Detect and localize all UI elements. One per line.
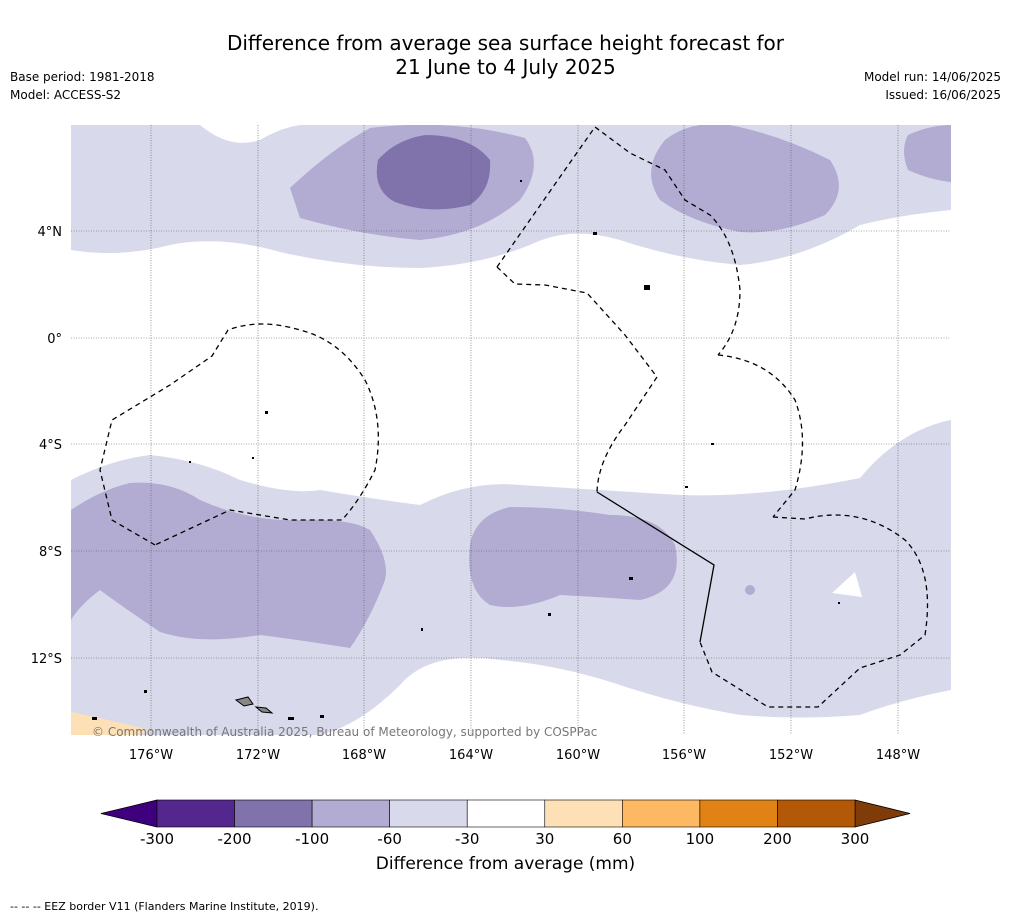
anomaly-region-north-medium-2 [651, 125, 839, 233]
colorbar-segment [466, 799, 546, 828]
colorbar-segment [156, 799, 235, 828]
lon-label-168w: 168°W [342, 748, 386, 763]
island-dot [320, 715, 324, 718]
island-dot [685, 486, 688, 488]
anomaly-region-north-dark [376, 135, 491, 210]
colorbar-tick-label: -200 [218, 830, 252, 848]
island-samoa-upolu [234, 696, 254, 707]
lat-label-0: 0° [47, 332, 62, 347]
footer-note: -- -- -- EEZ border V11 (Flanders Marine… [10, 900, 319, 913]
island-dot [288, 717, 294, 720]
eez-borders [99, 126, 929, 708]
positive-anomaly-patch [71, 712, 150, 735]
lat-label-4n: 4°N [38, 225, 63, 240]
colorbar-tick-label: 100 [686, 830, 715, 848]
island-dot [265, 411, 268, 414]
anomaly-region-north-medium-3 [904, 125, 951, 182]
meta-left: Base period: 1981-2018 Model: ACCESS-S2 [10, 68, 155, 104]
island-dot [92, 717, 97, 720]
island-dot [189, 461, 191, 463]
colorbar-tick-label: -300 [140, 830, 174, 848]
lon-label-148w: 148°W [876, 748, 920, 763]
colorbar: -300 -200 -100 -60 -30 30 60 100 200 300 [100, 799, 911, 848]
colorbar-segment [544, 799, 623, 828]
island-dot [520, 180, 522, 182]
colorbar-segment [622, 799, 701, 828]
lon-label-164w: 164°W [449, 748, 493, 763]
model-run: Model run: 14/06/2025 [863, 70, 1001, 84]
map-panel [71, 125, 951, 735]
lon-label-160w: 160°W [556, 748, 600, 763]
island-dot [144, 690, 147, 693]
eez-border-solid-segment [596, 491, 715, 643]
eez-border-kiribati-phoenix [496, 126, 741, 356]
colorbar-tick-label: -100 [295, 830, 329, 848]
colorbar-under-arrow [100, 799, 158, 828]
colorbar-segment [234, 799, 313, 828]
anomaly-region-south-medium-1 [71, 482, 386, 648]
base-period: Base period: 1981-2018 [10, 70, 155, 84]
island-dot [252, 457, 254, 459]
islands [92, 180, 840, 720]
title-line-2: 21 June to 4 July 2025 [395, 55, 616, 79]
island-dot [593, 232, 597, 235]
lon-label-172w: 172°W [236, 748, 280, 763]
lon-label-156w: 156°W [662, 748, 706, 763]
eez-border-kiribati-line-west [496, 266, 658, 493]
lat-label-4s: 4°S [39, 438, 62, 453]
colorbar-segment [311, 799, 390, 828]
colorbar-segment [389, 799, 468, 828]
meta-right: Model run: 14/06/2025 Issued: 16/06/2025 [864, 68, 1001, 104]
issued-date: Issued: 16/06/2025 [885, 88, 1001, 102]
island-dot [421, 628, 423, 631]
eez-border-french-polynesia-north [717, 354, 804, 518]
title-line-1: Difference from average sea surface heig… [226, 31, 785, 55]
island-samoa-savaii [254, 706, 274, 714]
colorbar-tick-label: 30 [535, 830, 554, 848]
copyright-text: © Commonwealth of Australia 2025, Bureau… [92, 725, 597, 739]
lon-label-152w: 152°W [769, 748, 813, 763]
colorbar-segment [699, 799, 778, 828]
island-dot [838, 602, 840, 604]
eez-border-tokelau [99, 323, 379, 546]
island-dot [629, 577, 633, 580]
colorbar-tick-label: -60 [377, 830, 402, 848]
lon-label-176w: 176°W [129, 748, 173, 763]
colorbar-tick-label: 200 [763, 830, 792, 848]
gridlines [71, 125, 951, 735]
colorbar-title: Difference from average (mm) [375, 854, 636, 874]
colorbar-tick-label: 300 [841, 830, 870, 848]
anomaly-region-south-hole [832, 572, 862, 597]
island-dot [548, 613, 551, 616]
colorbar-tick-label: 60 [613, 830, 632, 848]
colorbar-over-arrow [854, 799, 911, 828]
lat-label-8s: 8°S [39, 545, 62, 560]
colorbar-tick-label: -30 [455, 830, 480, 848]
anomaly-region-south-medium-2 [469, 507, 677, 608]
anomaly-speck [745, 585, 755, 595]
model-name: Model: ACCESS-S2 [10, 88, 122, 102]
lat-label-12s: 12°S [31, 652, 62, 667]
eez-border-french-polynesia-south [699, 514, 929, 708]
island-dot [711, 443, 714, 445]
chart-title: Difference from average sea surface heig… [0, 31, 1011, 79]
colorbar-segment [777, 799, 856, 828]
island-dot [644, 285, 650, 290]
